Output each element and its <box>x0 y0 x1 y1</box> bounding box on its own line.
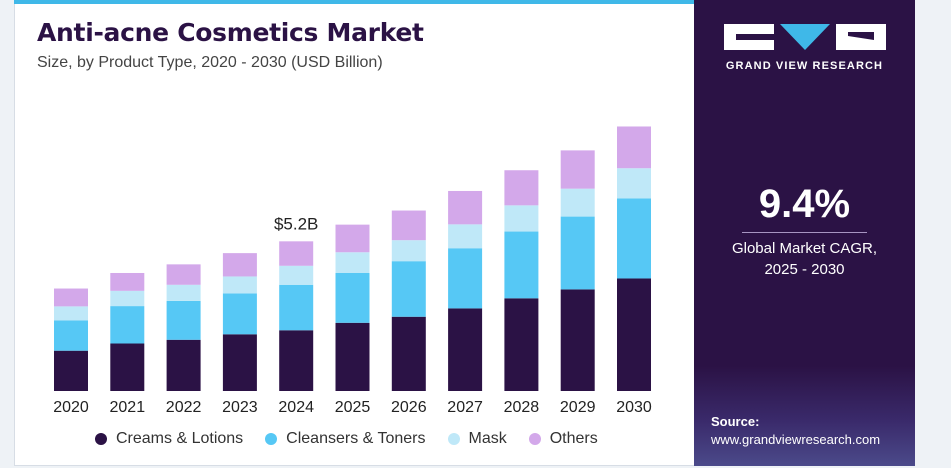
bar-segment-mask-2029 <box>560 188 595 217</box>
bar-segment-creams-lotions-2027 <box>448 308 483 391</box>
bar-segment-others-2022 <box>166 264 201 285</box>
legend-swatch <box>265 433 278 445</box>
bar-segment-others-2030 <box>617 126 651 169</box>
x-tick-label-2023: 2023 <box>222 399 258 416</box>
cagr-label-line-1: Global Market CAGR, <box>731 240 878 257</box>
cagr-divider <box>742 232 867 233</box>
bar-segment-others-2026 <box>391 210 426 241</box>
bar-segment-others-2020 <box>54 288 88 307</box>
x-tick-label-2025: 2025 <box>335 399 371 416</box>
legend-item-mask: Mask <box>447 430 507 448</box>
legend-label: Mask <box>468 430 507 447</box>
cagr-label: Global Market CAGR, 2025 - 2030 <box>694 238 915 280</box>
chart-legend: Creams & Lotions Cleansers & Toners Mask… <box>95 428 598 450</box>
cagr-label-line-2: 2025 - 2030 <box>764 261 845 278</box>
legend-swatch <box>528 433 541 445</box>
x-tick-label-2030: 2030 <box>616 399 652 416</box>
chart-title: Anti-acne Cosmetics Market <box>37 18 424 47</box>
bar-segment-mask-2022 <box>166 284 201 301</box>
legend-label: Creams & Lotions <box>116 430 244 447</box>
bar-segment-mask-2023 <box>222 276 257 294</box>
x-tick-label-2027: 2027 <box>447 399 483 416</box>
bar-segment-cleansers-toners-2020 <box>54 320 88 351</box>
legend-item-others: Others <box>528 430 598 448</box>
legend-label: Others <box>549 430 598 447</box>
bar-segment-creams-lotions-2023 <box>222 334 257 391</box>
bar-segment-others-2023 <box>222 253 257 277</box>
bar-segment-cleansers-toners-2025 <box>335 272 370 323</box>
brand-name: GRAND VIEW RESEARCH <box>725 60 884 72</box>
bar-segment-cleansers-toners-2021 <box>110 306 145 344</box>
legend-swatch <box>95 433 107 445</box>
bar-segment-cleansers-toners-2022 <box>166 300 201 340</box>
source-label: Source: <box>711 414 760 429</box>
bar-segment-creams-lotions-2030 <box>617 278 651 391</box>
bar-segment-creams-lotions-2024 <box>279 330 314 391</box>
bar-segment-creams-lotions-2022 <box>166 339 201 391</box>
bar-segment-cleansers-toners-2030 <box>617 198 651 279</box>
chart-subtitle: Size, by Product Type, 2020 - 2030 (USD … <box>37 54 383 71</box>
info-panel: GRAND VIEW RESEARCH 9.4% Global Market C… <box>694 0 915 466</box>
legend-item-creams-lotions: Creams & Lotions <box>95 430 243 448</box>
bar-segment-creams-lotions-2026 <box>391 316 426 391</box>
bar-segment-cleansers-toners-2028 <box>504 231 539 299</box>
bar-segment-cleansers-toners-2024 <box>279 284 314 331</box>
bar-segment-mask-2024 <box>279 265 314 285</box>
bar-segment-mask-2027 <box>448 224 483 249</box>
bar-segment-others-2021 <box>110 272 145 291</box>
bar-segment-cleansers-toners-2027 <box>448 248 483 309</box>
accent-bar <box>14 0 694 4</box>
x-tick-label-2024: 2024 <box>278 399 314 416</box>
bar-segment-mask-2028 <box>504 205 539 232</box>
bar-segment-mask-2021 <box>110 290 145 307</box>
legend-label: Cleansers & Toners <box>286 430 426 447</box>
x-tick-label-2028: 2028 <box>504 399 540 416</box>
grand-view-research-logo <box>724 24 886 50</box>
source-url[interactable]: www.grandviewresearch.com <box>711 432 881 447</box>
x-tick-label-2022: 2022 <box>166 399 202 416</box>
bar-segment-others-2028 <box>504 170 539 206</box>
bar-segment-creams-lotions-2025 <box>335 322 370 391</box>
legend-swatch <box>447 433 460 445</box>
x-tick-label-2020: 2020 <box>53 399 89 416</box>
x-tick-label-2021: 2021 <box>110 399 146 416</box>
bar-segment-cleansers-toners-2029 <box>560 216 595 290</box>
panel-wave-graphic <box>694 366 915 466</box>
bar-segment-cleansers-toners-2026 <box>391 261 426 317</box>
bar-segment-others-2029 <box>560 150 595 189</box>
legend-item-cleansers-toners: Cleansers & Toners <box>265 430 426 448</box>
bar-segment-mask-2030 <box>617 168 651 199</box>
bar-segment-others-2027 <box>448 190 483 225</box>
x-tick-label-2029: 2029 <box>560 399 596 416</box>
bar-segment-mask-2020 <box>54 306 88 321</box>
x-tick-label-2026: 2026 <box>391 399 427 416</box>
bar-segment-others-2024 <box>279 241 314 266</box>
data-label-2024: $5.2B <box>274 214 318 233</box>
bar-segment-mask-2026 <box>391 240 426 262</box>
bar-segment-mask-2025 <box>335 252 370 273</box>
bar-segment-cleansers-toners-2023 <box>222 293 257 335</box>
cagr-value: 9.4% <box>758 182 851 226</box>
bar-segment-creams-lotions-2028 <box>504 298 539 391</box>
bar-segment-creams-lotions-2029 <box>560 289 595 391</box>
bar-segment-others-2025 <box>335 224 370 253</box>
stacked-bar-chart: 2020 2021 2022 2023 $5.2B 2024 2025 2026 2027 202… <box>53 126 652 416</box>
bar-segment-creams-lotions-2020 <box>54 350 88 391</box>
bar-segment-creams-lotions-2021 <box>110 343 145 391</box>
